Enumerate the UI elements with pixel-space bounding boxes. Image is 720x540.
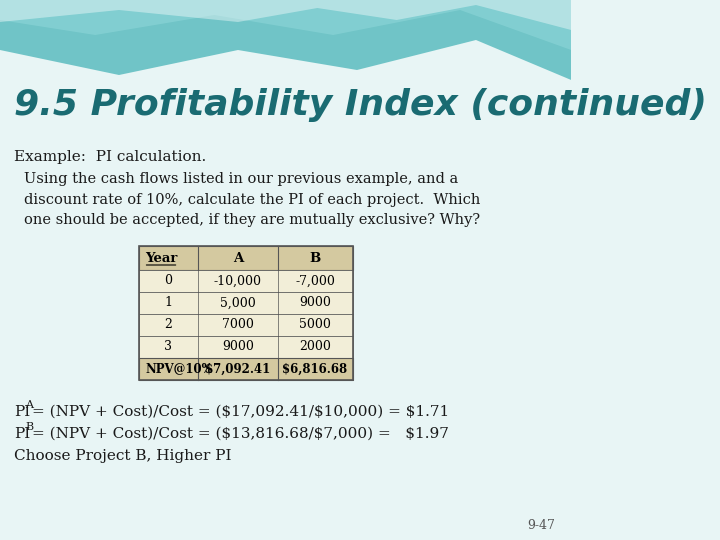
Text: 0: 0 <box>164 274 172 287</box>
Text: = (NPV + Cost)/Cost = ($13,816.68/$7,000) =   $1.97: = (NPV + Cost)/Cost = ($13,816.68/$7,000… <box>32 427 449 441</box>
Text: 7000: 7000 <box>222 319 254 332</box>
Text: A: A <box>233 252 243 265</box>
FancyBboxPatch shape <box>139 270 353 292</box>
Text: B: B <box>25 422 34 432</box>
Text: 1: 1 <box>164 296 172 309</box>
Text: PI: PI <box>14 405 30 419</box>
FancyBboxPatch shape <box>139 292 353 314</box>
Polygon shape <box>0 0 571 50</box>
FancyBboxPatch shape <box>139 336 353 358</box>
Text: Using the cash flows listed in our previous example, and a
discount rate of 10%,: Using the cash flows listed in our previ… <box>24 172 480 227</box>
Text: 5,000: 5,000 <box>220 296 256 309</box>
Text: 9000: 9000 <box>222 341 254 354</box>
Text: Choose Project B, Higher PI: Choose Project B, Higher PI <box>14 449 232 463</box>
Text: 9-47: 9-47 <box>528 519 555 532</box>
Polygon shape <box>0 0 571 80</box>
Text: $7,092.41: $7,092.41 <box>205 362 271 375</box>
FancyBboxPatch shape <box>139 246 353 270</box>
Text: -7,000: -7,000 <box>295 274 335 287</box>
Polygon shape <box>0 0 571 30</box>
FancyBboxPatch shape <box>139 314 353 336</box>
Text: 3: 3 <box>164 341 172 354</box>
Text: = (NPV + Cost)/Cost = ($17,092.41/$10,000) = $1.71: = (NPV + Cost)/Cost = ($17,092.41/$10,00… <box>32 405 449 419</box>
Text: NPV@10%: NPV@10% <box>145 362 213 375</box>
Text: 2: 2 <box>164 319 172 332</box>
Text: $6,816.68: $6,816.68 <box>282 362 348 375</box>
Text: -10,000: -10,000 <box>214 274 262 287</box>
Text: 2000: 2000 <box>299 341 331 354</box>
Text: Year: Year <box>145 252 178 265</box>
Text: A: A <box>25 400 33 410</box>
Text: 9000: 9000 <box>299 296 331 309</box>
Text: PI: PI <box>14 427 30 441</box>
FancyBboxPatch shape <box>139 358 353 380</box>
Text: Example:  PI calculation.: Example: PI calculation. <box>14 150 207 164</box>
Text: 9.5 Profitability Index (continued): 9.5 Profitability Index (continued) <box>14 88 707 122</box>
Text: 5000: 5000 <box>299 319 331 332</box>
Text: B: B <box>310 252 320 265</box>
